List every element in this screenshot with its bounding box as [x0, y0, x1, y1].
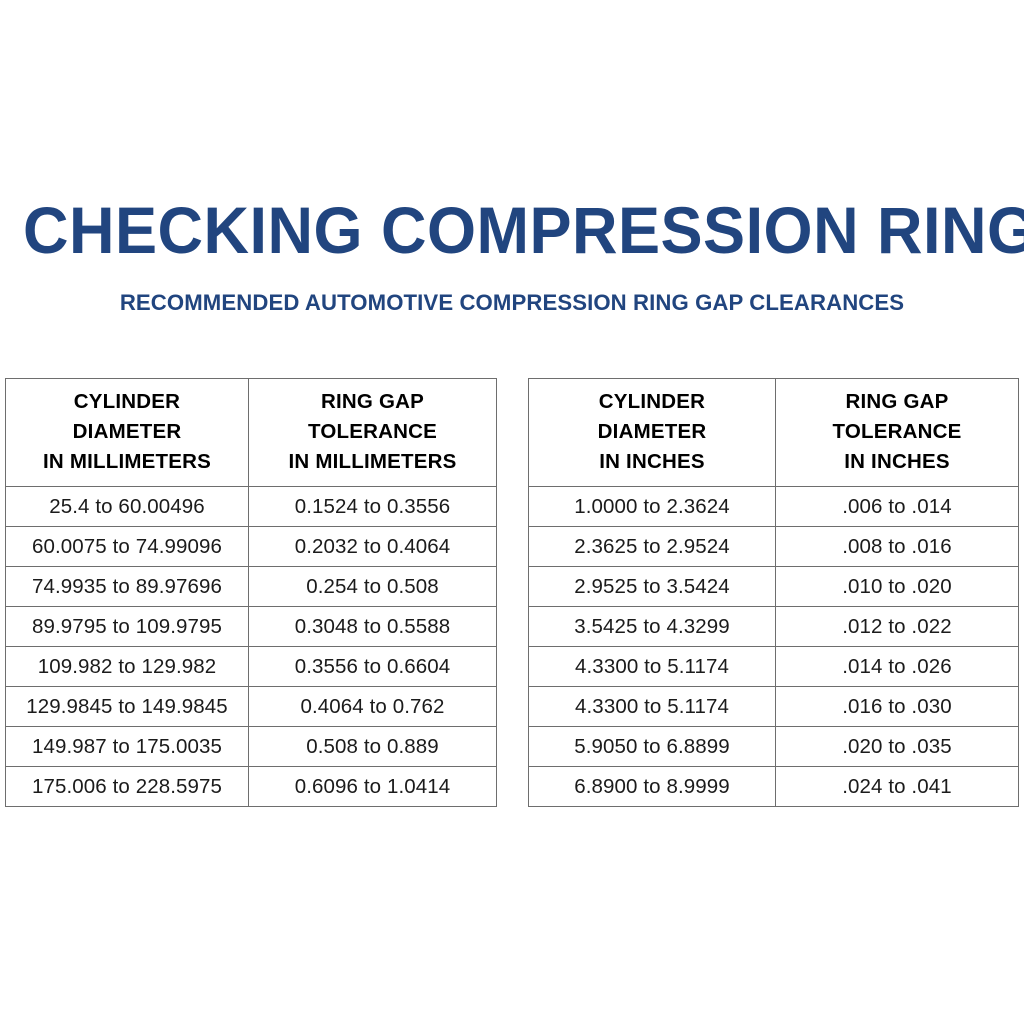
header-line: CYLINDER [73, 389, 181, 413]
cell-tolerance: 0.1524 to 0.3556 [248, 486, 497, 527]
column-header-ring-gap-tolerance-mm: RING GAP TOLERANCE IN MILLIMETERS [248, 378, 497, 487]
cell-diameter: 109.982 to 129.982 [5, 646, 249, 687]
table-header-row: CYLINDER DIAMETER IN MILLIMETERS RING GA… [5, 378, 497, 487]
table-row: 5.9050 to 6.8899 .020 to .035 [528, 726, 1019, 767]
table-row: 74.9935 to 89.97696 0.254 to 0.508 [5, 566, 497, 607]
table-row: 25.4 to 60.00496 0.1524 to 0.3556 [5, 486, 497, 527]
cell-diameter: 4.3300 to 5.1174 [528, 646, 776, 687]
cell-tolerance: 0.2032 to 0.4064 [248, 526, 497, 567]
cell-tolerance: .012 to .022 [775, 606, 1019, 647]
cell-diameter: 2.9525 to 3.5424 [528, 566, 776, 607]
cell-tolerance: 0.3048 to 0.5588 [248, 606, 497, 647]
imperial-ring-gap-table: CYLINDER DIAMETER IN INCHES RING GAP TOL… [528, 378, 1019, 807]
tables-area: CYLINDER DIAMETER IN MILLIMETERS RING GA… [0, 378, 1024, 807]
cell-diameter: 60.0075 to 74.99096 [5, 526, 249, 567]
header-line: IN MILLIMETERS [43, 449, 211, 473]
cell-diameter: 149.987 to 175.0035 [5, 726, 249, 767]
header-line: DIAMETER [597, 419, 707, 443]
cell-tolerance: 0.3556 to 0.6604 [248, 646, 497, 687]
cell-diameter: 74.9935 to 89.97696 [5, 566, 249, 607]
header-line: DIAMETER [72, 419, 182, 443]
cell-tolerance: 0.4064 to 0.762 [248, 686, 497, 727]
page-subtitle: RECOMMENDED AUTOMOTIVE COMPRESSION RING … [119, 290, 905, 315]
table-row: 175.006 to 228.5975 0.6096 to 1.0414 [5, 766, 497, 807]
cell-tolerance: .014 to .026 [775, 646, 1019, 687]
table-row: 89.9795 to 109.9795 0.3048 to 0.5588 [5, 606, 497, 647]
column-header-ring-gap-tolerance-inches: RING GAP TOLERANCE IN INCHES [775, 378, 1019, 487]
table-row: 149.987 to 175.0035 0.508 to 0.889 [5, 726, 497, 767]
header-line: TOLERANCE [308, 419, 437, 443]
cell-diameter: 89.9795 to 109.9795 [5, 606, 249, 647]
cell-tolerance: .008 to .016 [775, 526, 1019, 567]
cell-tolerance: .010 to .020 [775, 566, 1019, 607]
cell-tolerance: 0.508 to 0.889 [248, 726, 497, 767]
table-header-row: CYLINDER DIAMETER IN INCHES RING GAP TOL… [528, 378, 1019, 487]
table-row: 2.3625 to 2.9524 .008 to .016 [528, 526, 1019, 567]
table-row: 4.3300 to 5.1174 .014 to .026 [528, 646, 1019, 687]
header-line: IN INCHES [844, 449, 950, 473]
title-block: CHECKING COMPRESSION RING GAPS RECOMMEND… [0, 196, 1024, 316]
table-row: 2.9525 to 3.5424 .010 to .020 [528, 566, 1019, 607]
header-line: IN MILLIMETERS [288, 449, 457, 473]
table-row: 60.0075 to 74.99096 0.2032 to 0.4064 [5, 526, 497, 567]
metric-ring-gap-table: CYLINDER DIAMETER IN MILLIMETERS RING GA… [5, 378, 497, 807]
header-line: CYLINDER [598, 389, 706, 413]
cell-diameter: 1.0000 to 2.3624 [528, 486, 776, 527]
cell-diameter: 5.9050 to 6.8899 [528, 726, 776, 767]
cell-diameter: 25.4 to 60.00496 [5, 486, 249, 527]
cell-tolerance: .016 to .030 [775, 686, 1019, 727]
header-line: RING GAP [845, 389, 949, 413]
cell-diameter: 4.3300 to 5.1174 [528, 686, 776, 727]
column-header-cylinder-diameter-mm: CYLINDER DIAMETER IN MILLIMETERS [5, 378, 249, 487]
table-row: 109.982 to 129.982 0.3556 to 0.6604 [5, 646, 497, 687]
cell-tolerance: .024 to .041 [775, 766, 1019, 807]
header-line: IN INCHES [599, 449, 705, 473]
page-title: CHECKING COMPRESSION RING GAPS [23, 193, 1024, 267]
table-row: 3.5425 to 4.3299 .012 to .022 [528, 606, 1019, 647]
table-row: 129.9845 to 149.9845 0.4064 to 0.762 [5, 686, 497, 727]
cell-tolerance: .006 to .014 [775, 486, 1019, 527]
column-header-cylinder-diameter-inches: CYLINDER DIAMETER IN INCHES [528, 378, 776, 487]
cell-diameter: 2.3625 to 2.9524 [528, 526, 776, 567]
table-row: 4.3300 to 5.1174 .016 to .030 [528, 686, 1019, 727]
cell-tolerance: 0.254 to 0.508 [248, 566, 497, 607]
cell-diameter: 129.9845 to 149.9845 [5, 686, 249, 727]
cell-diameter: 175.006 to 228.5975 [5, 766, 249, 807]
cell-diameter: 3.5425 to 4.3299 [528, 606, 776, 647]
cell-diameter: 6.8900 to 8.9999 [528, 766, 776, 807]
header-line: TOLERANCE [832, 419, 962, 443]
header-line: RING GAP [321, 389, 424, 413]
cell-tolerance: 0.6096 to 1.0414 [248, 766, 497, 807]
table-row: 6.8900 to 8.9999 .024 to .041 [528, 766, 1019, 807]
cell-tolerance: .020 to .035 [775, 726, 1019, 767]
table-row: 1.0000 to 2.3624 .006 to .014 [528, 486, 1019, 527]
